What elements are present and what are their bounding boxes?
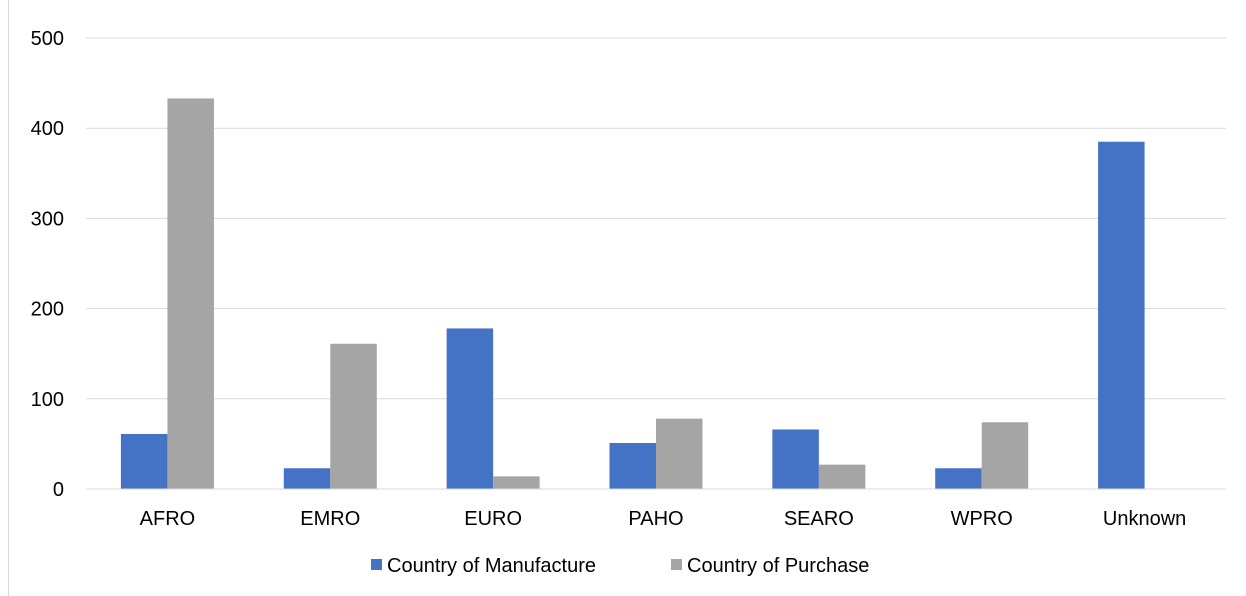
bar [493,476,540,489]
bar [818,464,866,489]
y-axis-ticks: 0 100 200 300 400 500 [31,28,64,501]
legend-swatch [371,559,382,570]
legend-label: Country of Manufacture [387,555,596,577]
bar [167,98,214,490]
bar [609,442,656,489]
bars [120,98,1145,490]
x-tick-label: WPRO [951,508,1013,530]
bar [935,468,982,489]
y-tick-label: 400 [31,118,64,140]
x-tick-label: PAHO [628,508,683,530]
bar [656,418,703,489]
x-tick-label: SEARO [784,508,854,530]
y-tick-label: 200 [31,299,64,321]
y-tick-label: 100 [31,389,64,411]
bar [283,468,331,489]
x-axis-ticks: AFRO EMRO EURO PAHO SEARO WPRO Unknown [140,508,1187,530]
legend: Country of Manufacture Country of Purchas… [371,555,869,577]
bar [330,343,377,489]
x-tick-label: EMRO [300,508,360,530]
x-tick-label: Unknown [1103,508,1186,530]
gridlines [86,37,1226,400]
legend-label: Country of Purchase [687,555,869,577]
x-tick-label: AFRO [140,508,196,530]
bar [981,422,1029,489]
left-border-line [8,0,9,596]
y-tick-label: 300 [31,208,64,230]
x-tick-label: EURO [464,508,522,530]
y-tick-label: 0 [53,479,64,501]
bar [446,328,494,489]
y-tick-label: 500 [31,28,64,50]
bar [1098,141,1145,490]
bar [120,433,168,489]
bar [772,429,819,489]
legend-swatch [671,559,682,570]
